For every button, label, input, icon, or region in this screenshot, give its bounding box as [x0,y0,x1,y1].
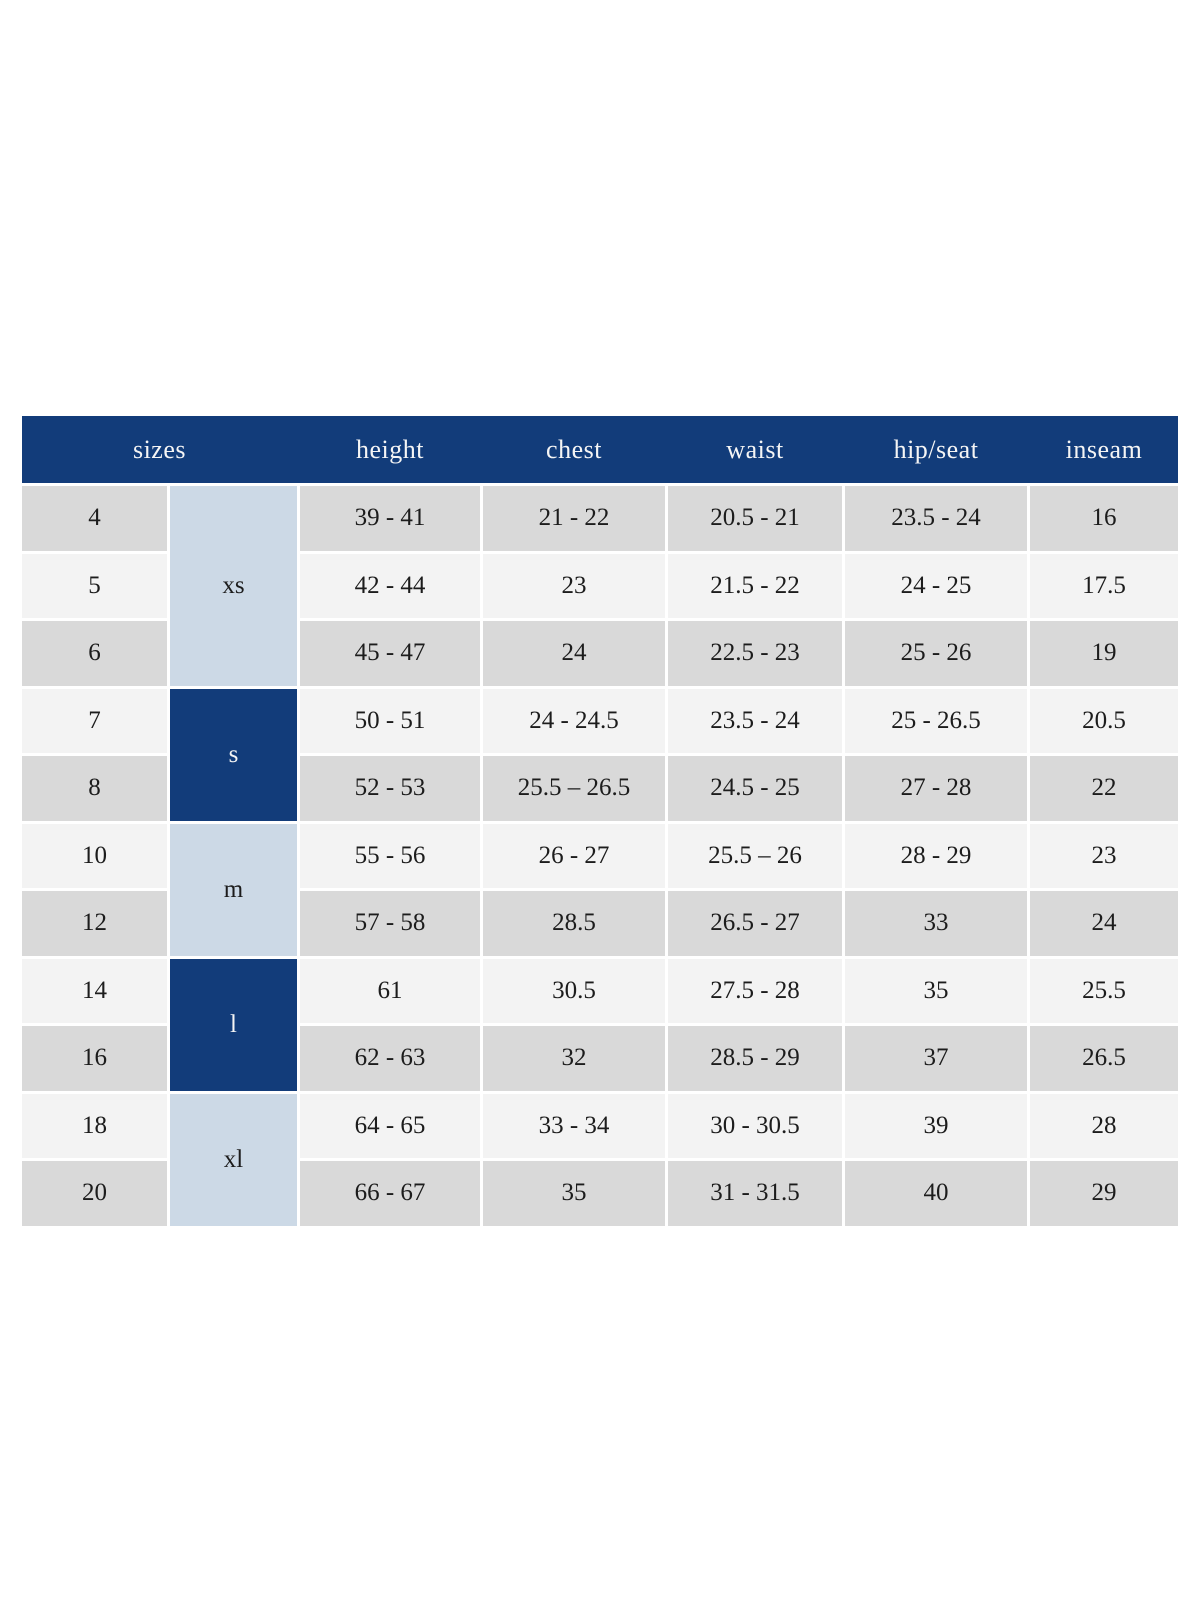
size-group-m: m [170,823,297,956]
hip-seat-cell: 27 - 28 [845,756,1027,821]
size-cell: 12 [22,891,167,956]
waist-cell: 25.5 – 26 [668,823,842,888]
hip-seat-cell: 37 [845,1026,1027,1091]
size-cell: 14 [22,958,167,1023]
size-group-l: l [170,958,297,1091]
hip-seat-cell: 28 - 29 [845,823,1027,888]
height-cell: 45 - 47 [300,621,480,686]
size-cell: 8 [22,756,167,821]
size-group-xs: xs [170,486,297,686]
hip-seat-cell: 25 - 26 [845,621,1027,686]
height-cell: 42 - 44 [300,553,480,618]
chest-cell: 24 [483,621,665,686]
inseam-cell: 23 [1030,823,1178,888]
hip-seat-cell: 23.5 - 24 [845,486,1027,551]
chest-cell: 26 - 27 [483,823,665,888]
size-cell: 18 [22,1093,167,1158]
table-body: xs s m l xl 4 39 - 41 21 - 22 20.5 - 21 … [22,486,1178,1226]
height-cell: 64 - 65 [300,1093,480,1158]
waist-cell: 20.5 - 21 [668,486,842,551]
size-cell: 16 [22,1026,167,1091]
waist-cell: 27.5 - 28 [668,958,842,1023]
inseam-cell: 19 [1030,621,1178,686]
height-cell: 52 - 53 [300,756,480,821]
inseam-cell: 25.5 [1030,958,1178,1023]
size-chart-table: sizes height chest waist hip/seat inseam… [22,416,1178,1226]
column-header-chest: chest [546,434,602,464]
size-cell: 6 [22,621,167,686]
waist-cell: 26.5 - 27 [668,891,842,956]
size-group-s: s [170,688,297,821]
inseam-cell: 17.5 [1030,553,1178,618]
table-header-row: sizes height chest waist hip/seat inseam [22,416,1178,483]
hip-seat-cell: 35 [845,958,1027,1023]
height-cell: 55 - 56 [300,823,480,888]
hip-seat-cell: 39 [845,1093,1027,1158]
waist-cell: 23.5 - 24 [668,688,842,753]
inseam-cell: 20.5 [1030,688,1178,753]
size-cell: 20 [22,1161,167,1226]
chest-cell: 25.5 – 26.5 [483,756,665,821]
inseam-cell: 28 [1030,1093,1178,1158]
inseam-cell: 24 [1030,891,1178,956]
height-cell: 62 - 63 [300,1026,480,1091]
waist-cell: 30 - 30.5 [668,1093,842,1158]
hip-seat-cell: 24 - 25 [845,553,1027,618]
height-cell: 39 - 41 [300,486,480,551]
waist-cell: 31 - 31.5 [668,1161,842,1226]
size-cell: 7 [22,688,167,753]
chest-cell: 32 [483,1026,665,1091]
chest-cell: 28.5 [483,891,665,956]
height-cell: 61 [300,958,480,1023]
column-header-height: height [356,434,424,464]
inseam-cell: 29 [1030,1161,1178,1226]
waist-cell: 21.5 - 22 [668,553,842,618]
waist-cell: 22.5 - 23 [668,621,842,686]
size-cell: 5 [22,553,167,618]
column-header-waist: waist [726,434,784,464]
chest-cell: 33 - 34 [483,1093,665,1158]
inseam-cell: 16 [1030,486,1178,551]
column-header-hip-seat: hip/seat [893,434,979,464]
chest-cell: 24 - 24.5 [483,688,665,753]
waist-cell: 28.5 - 29 [668,1026,842,1091]
column-header-sizes: sizes [132,434,187,464]
column-header-inseam: inseam [1065,434,1143,464]
size-cell: 10 [22,823,167,888]
height-cell: 50 - 51 [300,688,480,753]
hip-seat-cell: 40 [845,1161,1027,1226]
chest-cell: 35 [483,1161,665,1226]
size-group-xl: xl [170,1093,297,1226]
size-cell: 4 [22,486,167,551]
waist-cell: 24.5 - 25 [668,756,842,821]
chest-cell: 23 [483,553,665,618]
inseam-cell: 26.5 [1030,1026,1178,1091]
chest-cell: 30.5 [483,958,665,1023]
hip-seat-cell: 25 - 26.5 [845,688,1027,753]
height-cell: 66 - 67 [300,1161,480,1226]
chest-cell: 21 - 22 [483,486,665,551]
inseam-cell: 22 [1030,756,1178,821]
hip-seat-cell: 33 [845,891,1027,956]
height-cell: 57 - 58 [300,891,480,956]
